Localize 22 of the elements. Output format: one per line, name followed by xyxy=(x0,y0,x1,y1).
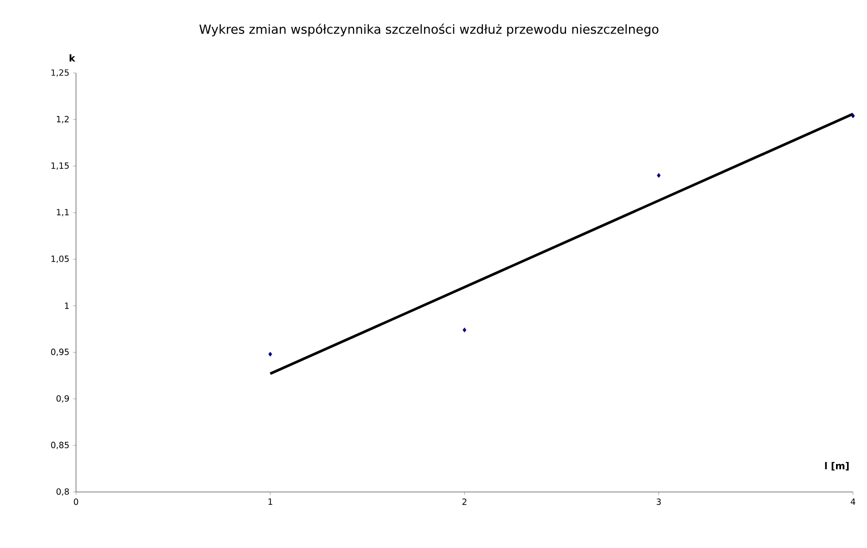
point xyxy=(851,113,855,118)
y-tick-label: 1,1 xyxy=(56,209,69,216)
x-tick-label: 1 xyxy=(268,498,272,505)
y-tick-label: 1,15 xyxy=(51,162,69,170)
y-axis-title: k xyxy=(70,54,76,62)
y-tick-label: 1,25 xyxy=(51,69,69,77)
y-tick-label: 0,85 xyxy=(51,442,69,450)
y-tick-label: 1,2 xyxy=(56,116,69,124)
x-tick-label: 0 xyxy=(74,498,78,505)
x-tick-label: 4 xyxy=(850,498,856,505)
y-tick-label: 1,05 xyxy=(51,256,69,263)
y-tick-label: 0,95 xyxy=(51,348,69,356)
y-tick-label: 0,9 xyxy=(56,395,69,403)
y-tick-label: 1 xyxy=(65,302,69,309)
x-tick-label: 3 xyxy=(656,498,661,505)
chart-title: Wykres zmian współczynnika szczelności wzdłuż przewodu nieszczelnego xyxy=(199,24,658,36)
point xyxy=(462,328,466,332)
point xyxy=(656,173,661,178)
x-axis-title: l [m] xyxy=(825,462,849,470)
y-tick-label: 0,8 xyxy=(56,488,69,496)
x-tick-label: 2 xyxy=(462,498,466,505)
point xyxy=(268,352,272,357)
